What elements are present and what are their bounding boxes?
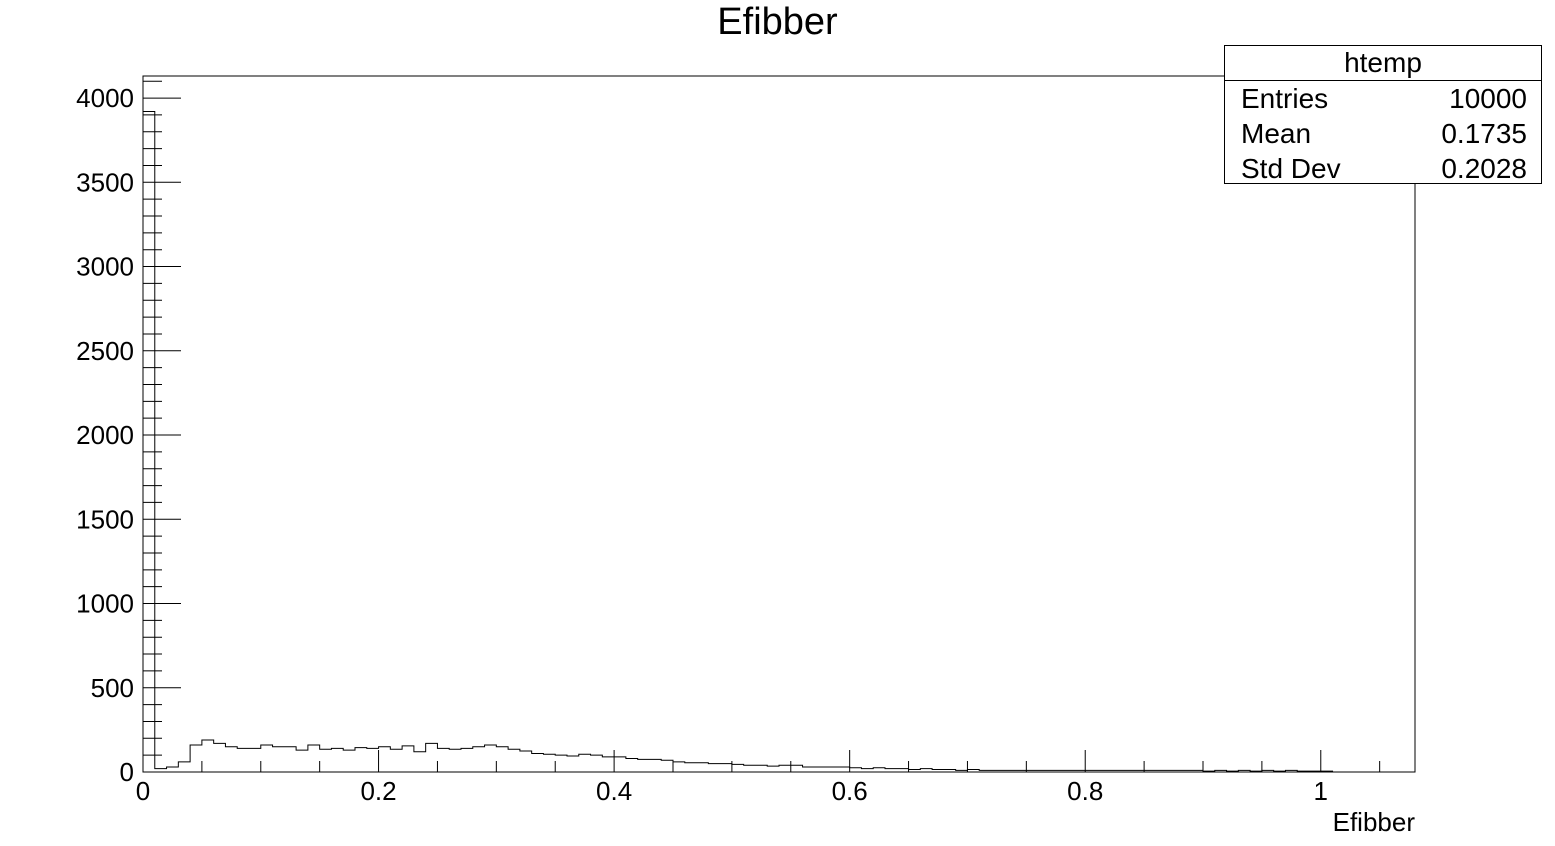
y-tick-label: 1000 — [76, 589, 134, 619]
stats-row-entries: Entries 10000 — [1225, 81, 1541, 116]
histogram-outline — [143, 112, 1415, 772]
y-tick-label: 2500 — [76, 336, 134, 366]
y-tick-label: 500 — [91, 673, 134, 703]
x-tick-label: 0.4 — [596, 776, 632, 806]
y-tick-label: 0 — [120, 757, 134, 787]
stats-box-name: htemp — [1225, 46, 1541, 81]
histogram-bars — [143, 112, 1415, 772]
x-axis-label: Efibber — [1333, 807, 1416, 837]
stats-key: Mean — [1241, 116, 1311, 151]
x-tick-label: 0.8 — [1067, 776, 1103, 806]
chart-title: Efibber — [0, 0, 1555, 44]
stats-key: Std Dev — [1241, 151, 1341, 186]
y-tick-label: 3500 — [76, 167, 134, 197]
stats-value: 10000 — [1449, 81, 1527, 116]
stats-value: 0.2028 — [1441, 151, 1527, 186]
stats-row-stddev: Std Dev 0.2028 — [1225, 151, 1541, 186]
stats-key: Entries — [1241, 81, 1328, 116]
x-tick-label: 0 — [136, 776, 150, 806]
stats-row-mean: Mean 0.1735 — [1225, 116, 1541, 151]
y-tick-label: 4000 — [76, 83, 134, 113]
x-tick-label: 1 — [1314, 776, 1328, 806]
y-tick-label: 2000 — [76, 420, 134, 450]
y-axis: 0 500 1000 1500 2000 2500 3000 3500 4000 — [76, 81, 181, 787]
y-tick-label: 1500 — [76, 504, 134, 534]
stats-value: 0.1735 — [1441, 116, 1527, 151]
x-tick-label: 0.6 — [832, 776, 868, 806]
stats-box: htemp Entries 10000 Mean 0.1735 Std Dev … — [1224, 45, 1542, 184]
x-tick-label: 0.2 — [360, 776, 396, 806]
y-tick-label: 3000 — [76, 252, 134, 282]
